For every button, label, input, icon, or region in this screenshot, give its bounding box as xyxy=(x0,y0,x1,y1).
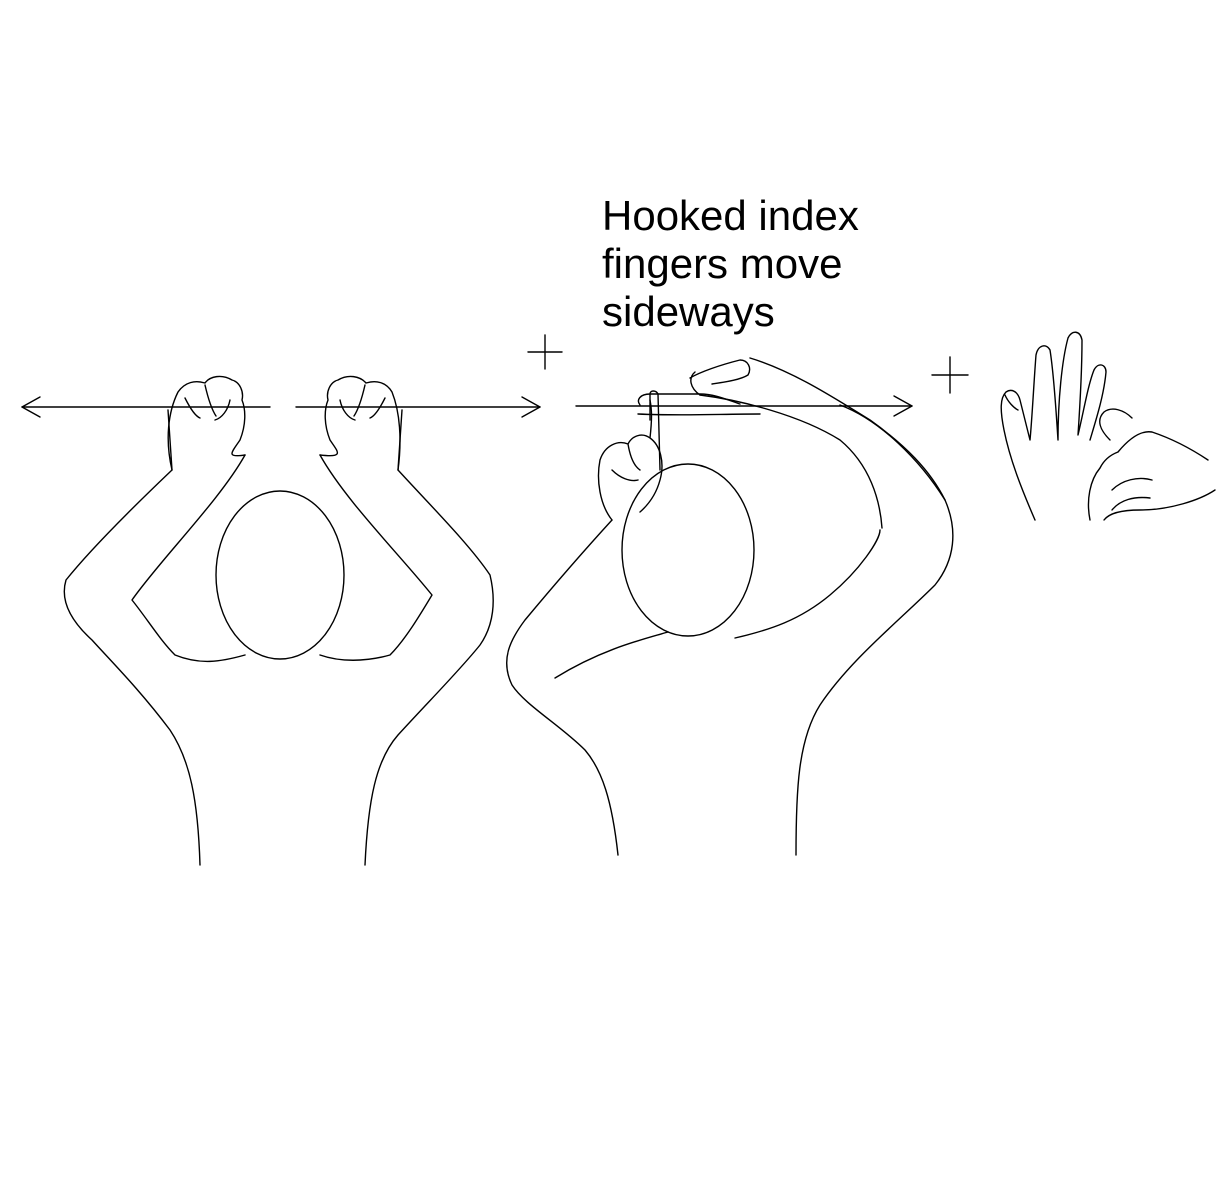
upper-hand-icon xyxy=(637,359,761,416)
arrow-right-icon xyxy=(295,396,541,418)
left-fist-icon xyxy=(167,375,246,471)
handshape-closeup xyxy=(1000,331,1216,521)
hooked-hand-icon xyxy=(1087,408,1216,521)
open-hand-icon xyxy=(1000,331,1107,521)
arrow-left-icon xyxy=(21,396,271,418)
caption-line-2: fingers move xyxy=(602,240,843,287)
body-outline xyxy=(63,409,201,866)
head xyxy=(621,463,755,637)
left-upper-arm xyxy=(131,454,246,663)
caption-line-1: Hooked index xyxy=(602,192,859,239)
signer-front-view xyxy=(21,375,541,866)
right-upper-arm xyxy=(319,454,433,661)
lower-hand-icon xyxy=(597,399,663,521)
right-fist-icon xyxy=(319,375,401,471)
head xyxy=(215,490,345,660)
raised-arm xyxy=(554,529,881,679)
body-outline-right xyxy=(364,409,494,866)
arrow-right-icon xyxy=(575,395,913,417)
caption-line-3: sideways xyxy=(602,288,775,335)
thumb-nail xyxy=(1004,394,1019,411)
plus-icon xyxy=(527,334,563,370)
arm-over-head xyxy=(699,357,946,529)
body-outline xyxy=(506,519,619,856)
sign-caption: Hooked index fingers move sideways xyxy=(602,192,942,336)
plus-icon xyxy=(931,356,969,394)
body-outline-right xyxy=(795,404,954,856)
signer-side-view xyxy=(506,357,954,856)
lower-index-finger xyxy=(649,390,661,471)
